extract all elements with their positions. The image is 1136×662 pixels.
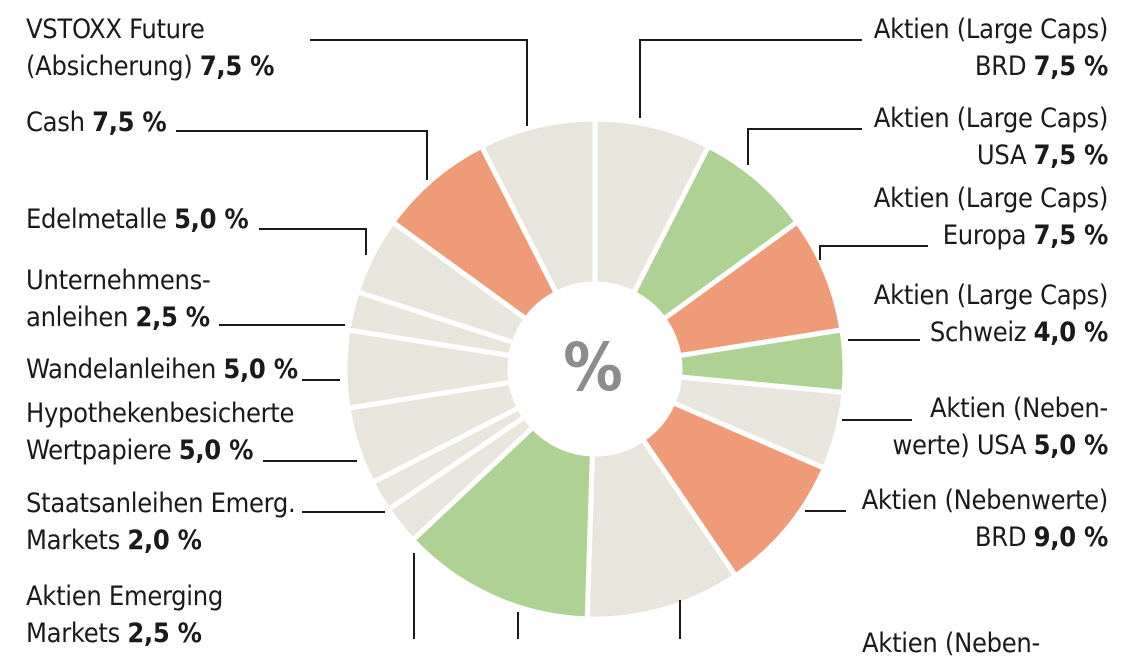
slice-label-text: Aktien (Nebenwerte) xyxy=(861,485,1109,516)
slice-label-text: Wertpapiere xyxy=(26,435,172,466)
slice-label-text: VSTOXX Future xyxy=(26,14,205,45)
slice-label-text: USA xyxy=(976,140,1027,171)
slice-label-text: Staatsanleihen Emerg. xyxy=(26,488,296,519)
pie-slice xyxy=(409,423,595,622)
slice-label: Unternehmens-anleihen 2,5 % xyxy=(26,262,211,336)
slice-label-text: BRD xyxy=(974,522,1027,553)
slice-label-text: Aktien (Large Caps) xyxy=(873,280,1109,311)
slice-label: Aktien (Neben-werte) USA 5,0 % xyxy=(892,390,1108,464)
leader-line xyxy=(310,39,528,126)
center-percent-label: % xyxy=(563,329,623,406)
slice-value: 4,0 % xyxy=(1033,317,1109,348)
slice-value: 7,5 % xyxy=(1033,51,1109,82)
slice-value: 7,5 % xyxy=(92,107,167,138)
leader-line xyxy=(747,128,862,165)
slice-value: 7,5 % xyxy=(1033,140,1109,171)
slice-label-text: Europa xyxy=(942,220,1027,251)
slice-value: 5,0 % xyxy=(178,435,254,466)
slice-value: 7,5 % xyxy=(199,51,275,82)
donut-svg xyxy=(176,39,928,639)
slice-label: Aktien (Large Caps) BRD 7,5 % xyxy=(873,11,1109,85)
slice-label: Edelmetalle 5,0 % xyxy=(26,201,249,238)
slice-label-text: Edelmetalle xyxy=(26,204,167,235)
slice-label: Aktien (Large Caps) USA 7,5 % xyxy=(873,100,1109,174)
slice-label-text: Aktien Emerging xyxy=(26,581,223,612)
slice-label-text: Unternehmens- xyxy=(26,265,211,296)
slice-label-text: Markets xyxy=(26,618,120,649)
slice-value: 2,0 % xyxy=(127,525,202,556)
pie-slice xyxy=(584,435,739,622)
slice-label-text: werte) USA xyxy=(892,430,1027,461)
pie-slice xyxy=(478,116,598,297)
slice-label-text: anleihen xyxy=(26,302,129,333)
donut-chart: % Aktien (Large Caps) BRD 7,5 % Aktien (La… xyxy=(26,11,1109,659)
slice-label: Aktien (Nebenwerte) BRD 9,0 % xyxy=(861,482,1109,556)
leader-line xyxy=(639,39,862,118)
slice-label-text: (Absicherung) xyxy=(26,51,193,82)
slice-label: Aktien Emerging Markets 2,5 % xyxy=(26,578,223,652)
slice-value: 5,0 % xyxy=(174,204,249,235)
slice-label: Aktien (Large Caps) Europa 7,5 % xyxy=(873,180,1109,254)
leader-line xyxy=(176,130,428,180)
slice-label-text: BRD xyxy=(974,51,1027,82)
slice-value: 2,5 % xyxy=(127,618,202,649)
leader-line xyxy=(259,228,367,255)
slice-label-text: Markets xyxy=(26,525,120,556)
slice-value: 9,0 % xyxy=(1033,522,1109,553)
slice-label-text: Schweiz xyxy=(929,317,1027,348)
slice-value: 7,5 % xyxy=(1033,220,1109,251)
slice-label-text: Wandelanleihen xyxy=(26,354,216,385)
slice-label-text: Aktien (Large Caps) xyxy=(873,183,1109,214)
slice-label: VSTOXX Future (Absicherung) 7,5 % xyxy=(26,11,274,85)
slice-value: 5,0 % xyxy=(223,354,298,385)
slice-value: 2,5 % xyxy=(135,302,211,333)
slice-label-text: Cash xyxy=(26,107,85,138)
slice-label-text: Aktien (Neben- xyxy=(930,393,1108,424)
slice-label-text: Aktien (Large Caps) xyxy=(873,103,1109,134)
slice-value: 5,0 % xyxy=(1033,430,1109,461)
slice-label-text: Hypothekenbesicherte xyxy=(26,398,295,429)
slice-label: Cash 7,5 % xyxy=(26,104,167,141)
slice-label: Hypothekenbesicherte Wertpapiere 5,0 % xyxy=(26,395,294,469)
slice-label: Staatsanleihen Emerg. Markets 2,0 % xyxy=(26,485,296,559)
slice-label-text: Aktien (Large Caps) xyxy=(873,14,1109,45)
slice-label: Aktien (Large Caps) Schweiz 4,0 % xyxy=(873,277,1109,351)
partial-label: Aktien (Neben- xyxy=(862,628,1040,659)
leader-line xyxy=(819,245,928,260)
slice-label: Wandelanleihen 5,0 % xyxy=(26,351,298,388)
